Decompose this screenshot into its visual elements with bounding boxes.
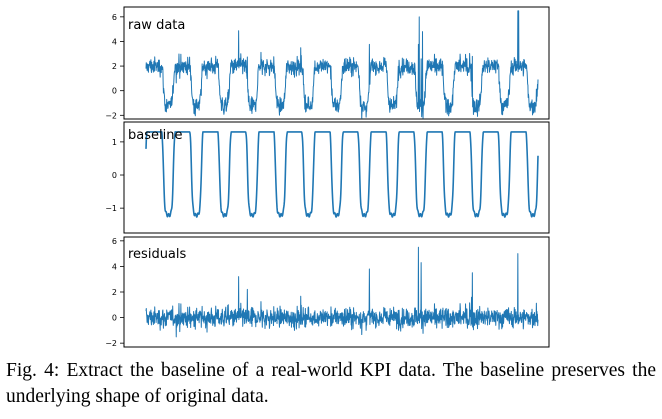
ytick-label: 1 <box>112 138 117 147</box>
baseline-line <box>145 131 539 218</box>
panel-baseline: −1 0 1 baseline <box>105 121 550 234</box>
ytick-label: −2 <box>105 111 117 120</box>
raw-data-line <box>145 10 539 119</box>
ytick-label: 0 <box>112 171 117 180</box>
figure: −2 0 2 4 6 raw data −1 0 1 baseline −2 0 2 4 6 res… <box>105 6 550 348</box>
ytick-label: 0 <box>112 87 117 96</box>
ytick-label: 2 <box>112 288 117 297</box>
ytick-label: −2 <box>105 339 117 348</box>
panel-residuals: −2 0 2 4 6 residuals <box>105 236 550 348</box>
ytick-label: 4 <box>112 37 117 46</box>
ytick-label: 4 <box>112 262 117 271</box>
ytick-label: 2 <box>112 62 117 71</box>
panel-raw-data: −2 0 2 4 6 raw data <box>105 6 550 120</box>
panel-baseline-label: baseline <box>128 128 182 143</box>
residuals-line <box>145 246 539 338</box>
ytick-label: 6 <box>112 13 117 22</box>
panel-residuals-label: residuals <box>128 247 187 262</box>
panel-residuals-frame <box>123 236 550 348</box>
figure-caption: Fig. 4: Extract the baseline of a real-w… <box>6 360 656 407</box>
panel-raw-data-yticks: −2 0 2 4 6 <box>105 13 124 120</box>
panel-raw-data-label: raw data <box>128 18 185 33</box>
ytick-label: 6 <box>112 237 117 246</box>
ytick-label: −1 <box>105 204 117 213</box>
panel-residuals-yticks: −2 0 2 4 6 <box>105 237 124 348</box>
ytick-label: 0 <box>112 314 117 323</box>
panel-baseline-yticks: −1 0 1 <box>105 138 124 213</box>
